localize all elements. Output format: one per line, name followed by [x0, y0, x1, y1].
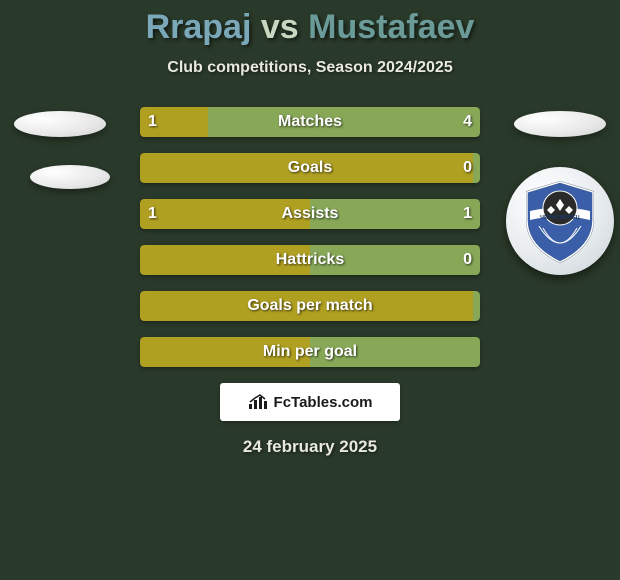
- player2-name: Mustafaev: [308, 8, 474, 46]
- svg-text:ЧЕРНОМОРЕЦ: ЧЕРНОМОРЕЦ: [540, 215, 580, 221]
- bar-label: Assists: [140, 199, 480, 229]
- decorative-oval-icon: [30, 165, 110, 189]
- bar-label: Matches: [140, 107, 480, 137]
- club-logo: ЧЕРНОМОРЕЦ: [506, 167, 614, 275]
- bar-row: Matches1 4: [140, 107, 480, 137]
- date-text: 24 february 2025: [0, 437, 620, 457]
- bar-row: Hattricks0: [140, 245, 480, 275]
- attribution-badge: FcTables.com: [220, 383, 400, 421]
- bar-label: Hattricks: [140, 245, 480, 275]
- bar-row: Goals per match: [140, 291, 480, 321]
- comparison-chart: ЧЕРНОМОРЕЦ Matches14Goals0Assists11Hattr…: [0, 107, 620, 367]
- bar-row: Min per goal: [140, 337, 480, 367]
- comparison-title: Rrapaj vs Mustafaev: [0, 0, 620, 47]
- subtitle: Club competitions, Season 2024/2025: [0, 59, 620, 77]
- bar-left-value: 1: [148, 199, 157, 229]
- bar-label: Goals per match: [140, 291, 480, 321]
- bar-left-value: 1: [148, 107, 157, 137]
- bar-right-value: 0: [463, 153, 472, 183]
- attribution-text: FcTables.com: [274, 394, 373, 411]
- vs-text: vs: [261, 8, 299, 46]
- decorative-oval-icon: [14, 111, 106, 137]
- chart-icon: [248, 394, 268, 410]
- bar-row: Goals0: [140, 153, 480, 183]
- decorative-oval-icon: [514, 111, 606, 137]
- bars-container: Matches14Goals0Assists11Hattricks0Goals …: [140, 107, 480, 367]
- bar-label: Goals: [140, 153, 480, 183]
- shield-icon: ЧЕРНОМОРЕЦ: [515, 176, 605, 266]
- bar-right-value: 0: [463, 245, 472, 275]
- bar-right-value: 1: [463, 199, 472, 229]
- bar-label: Min per goal: [140, 337, 480, 367]
- bar-right-value: 4: [463, 107, 472, 137]
- player1-name: Rrapaj: [146, 8, 252, 46]
- bar-row: Assists1 1: [140, 199, 480, 229]
